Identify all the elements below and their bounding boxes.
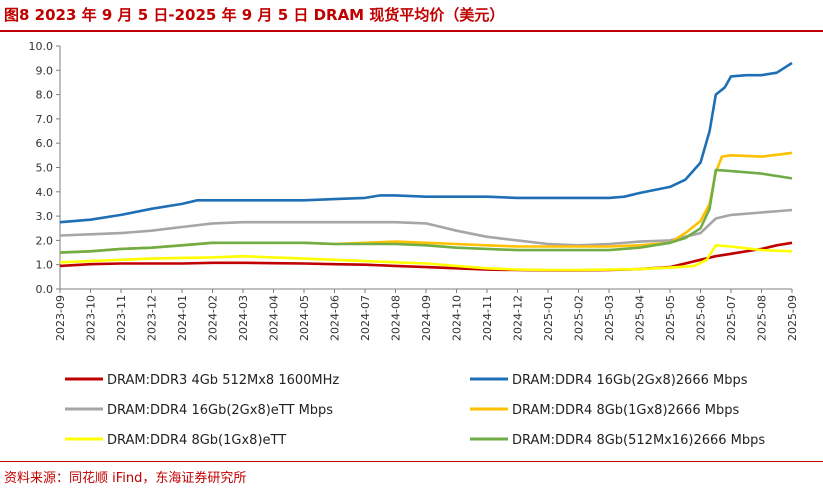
x-tick-label: 2023-10 xyxy=(85,295,98,341)
legend-label-1: DRAM:DDR3 4Gb 512Mx8 1600MHz xyxy=(107,373,339,388)
x-tick-label: 2024-12 xyxy=(512,295,525,341)
legend-label-3: DRAM:DDR4 16Gb(2Gx8)eTT Mbps xyxy=(107,403,333,418)
x-tick-label: 2024-11 xyxy=(481,295,494,341)
figure-title: 图8 2023 年 9 月 5 日-2025 年 9 月 5 日 DRAM 现货… xyxy=(4,6,505,24)
source-note: 资料来源：同花顺 iFind，东海证券研究所 xyxy=(4,471,247,486)
x-tick-label: 2024-09 xyxy=(420,295,433,341)
x-tick-label: 2025-03 xyxy=(603,295,616,341)
x-tick-label: 2023-11 xyxy=(115,295,128,341)
y-tick-label: 7.0 xyxy=(36,113,54,126)
series-lines xyxy=(59,61,793,272)
x-tick-label: 2024-02 xyxy=(207,295,220,341)
x-tick-label: 2024-05 xyxy=(298,295,311,341)
tick-labels: 0.0 1.0 2.0 3.0 4.0 5.0 6.0 7.0 8.0 9.0 10.0 2023-0… xyxy=(29,40,800,341)
legend-label-4: DRAM:DDR4 8Gb(1Gx8)2666 Mbps xyxy=(512,403,739,418)
x-tick-label: 2025-07 xyxy=(725,295,738,341)
series-line-2 xyxy=(59,61,793,224)
axes xyxy=(56,45,793,293)
y-tick-label: 8.0 xyxy=(36,89,54,102)
y-tick-label: 3.0 xyxy=(36,210,54,223)
y-tick-label: 0.0 xyxy=(36,283,54,296)
dram-price-chart: 0.0 1.0 2.0 3.0 4.0 5.0 6.0 7.0 8.0 9.0 10.0 2023-0… xyxy=(29,40,800,448)
x-tick-label: 2025-08 xyxy=(756,295,769,341)
y-tick-label: 9.0 xyxy=(36,64,54,77)
x-tick-label: 2025-06 xyxy=(695,295,708,341)
series-line-6 xyxy=(59,168,793,254)
series-line-1 xyxy=(59,241,793,272)
x-tick-label: 2023-12 xyxy=(146,295,159,341)
x-tick-label: 2024-08 xyxy=(390,295,403,341)
x-tick-label: 2023-09 xyxy=(54,295,67,341)
x-tick-label: 2024-06 xyxy=(329,295,342,341)
x-tick-label: 2024-07 xyxy=(359,295,372,341)
legend-label-6: DRAM:DDR4 8Gb(512Mx16)2666 Mbps xyxy=(512,433,765,448)
y-tick-label: 5.0 xyxy=(36,162,54,175)
x-tick-label: 2025-09 xyxy=(786,295,799,341)
x-tick-label: 2024-01 xyxy=(176,295,189,341)
legend-label-5: DRAM:DDR4 8Gb(1Gx8)eTT xyxy=(107,433,286,448)
x-tick-label: 2025-04 xyxy=(634,295,647,341)
x-tick-label: 2025-05 xyxy=(664,295,677,341)
y-tick-label: 6.0 xyxy=(36,137,54,150)
x-tick-label: 2025-02 xyxy=(573,295,586,341)
x-tick-label: 2024-04 xyxy=(268,295,281,341)
y-tick-label: 1.0 xyxy=(36,259,54,272)
x-tick-label: 2025-01 xyxy=(542,295,555,341)
source-rule xyxy=(0,461,823,462)
y-tick-label: 2.0 xyxy=(36,234,54,247)
x-tick-label: 2024-10 xyxy=(451,295,464,341)
legend-label-2: DRAM:DDR4 16Gb(2Gx8)2666 Mbps xyxy=(512,373,748,388)
y-tick-label: 4.0 xyxy=(36,186,54,199)
x-tick-label: 2024-03 xyxy=(237,295,250,341)
series-line-5 xyxy=(59,244,793,272)
title-rule xyxy=(0,30,823,32)
legend: DRAM:DDR3 4Gb 512Mx8 1600MHz DRAM:DDR4 16… xyxy=(65,373,765,448)
y-tick-label: 10.0 xyxy=(29,40,54,53)
